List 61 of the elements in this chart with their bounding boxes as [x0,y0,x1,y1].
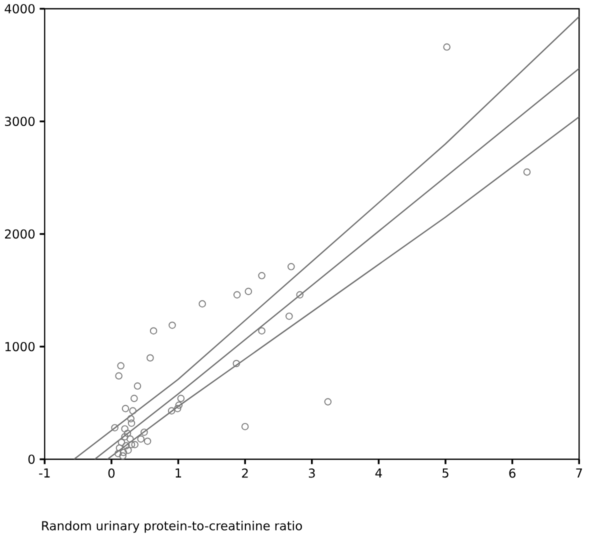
point [137,435,144,443]
point [523,168,531,176]
point [232,360,240,368]
point [244,288,252,296]
point [296,291,304,299]
point [114,450,122,458]
x-tick-label: -1 [39,468,50,478]
point [127,415,134,422]
point [129,407,136,415]
y-tick-label: 4000 [4,4,35,14]
point [140,428,148,436]
point [124,430,132,438]
x-tick-label: 1 [176,468,182,478]
point [288,263,295,270]
line-series [73,16,580,460]
point [168,407,176,415]
x-tick-label: 2 [242,468,248,478]
point [144,438,152,446]
point [131,441,138,448]
point [115,372,122,380]
x-tick-label: 4 [375,468,382,478]
point [122,405,130,412]
point [175,402,183,409]
y-tick-label: 0 [28,454,35,464]
point [286,312,293,320]
point [130,394,138,402]
point [174,405,182,412]
point [126,435,134,443]
point [117,362,124,370]
point [116,444,124,452]
point [121,425,128,433]
point [124,446,132,454]
point [324,398,332,406]
x-tick-label: 6 [509,468,516,478]
y-tick-label: 3000 [5,116,35,126]
x-tick-label: 5 [442,468,448,478]
point [128,420,136,427]
point [119,452,126,460]
y-tick-label: 1000 [5,342,35,352]
x-axis-title: Random urinary protein-to-creatinine ratio [42,520,302,533]
point [111,424,118,432]
point [168,322,176,330]
point [233,291,241,299]
point [128,441,136,448]
point [118,438,126,446]
point [146,354,154,362]
point [198,300,206,308]
point [443,44,450,51]
x-tick-label: 3 [308,468,315,478]
point [122,442,130,450]
point [134,382,142,390]
x-tick-label: 0 [108,468,115,478]
point [121,433,128,440]
x-tick-label: 7 [576,468,582,478]
point [241,423,249,430]
y-tick-label: 2000 [5,229,35,239]
point [150,327,158,335]
point [120,448,128,456]
point [177,394,185,402]
point [258,327,266,335]
point [258,272,266,280]
